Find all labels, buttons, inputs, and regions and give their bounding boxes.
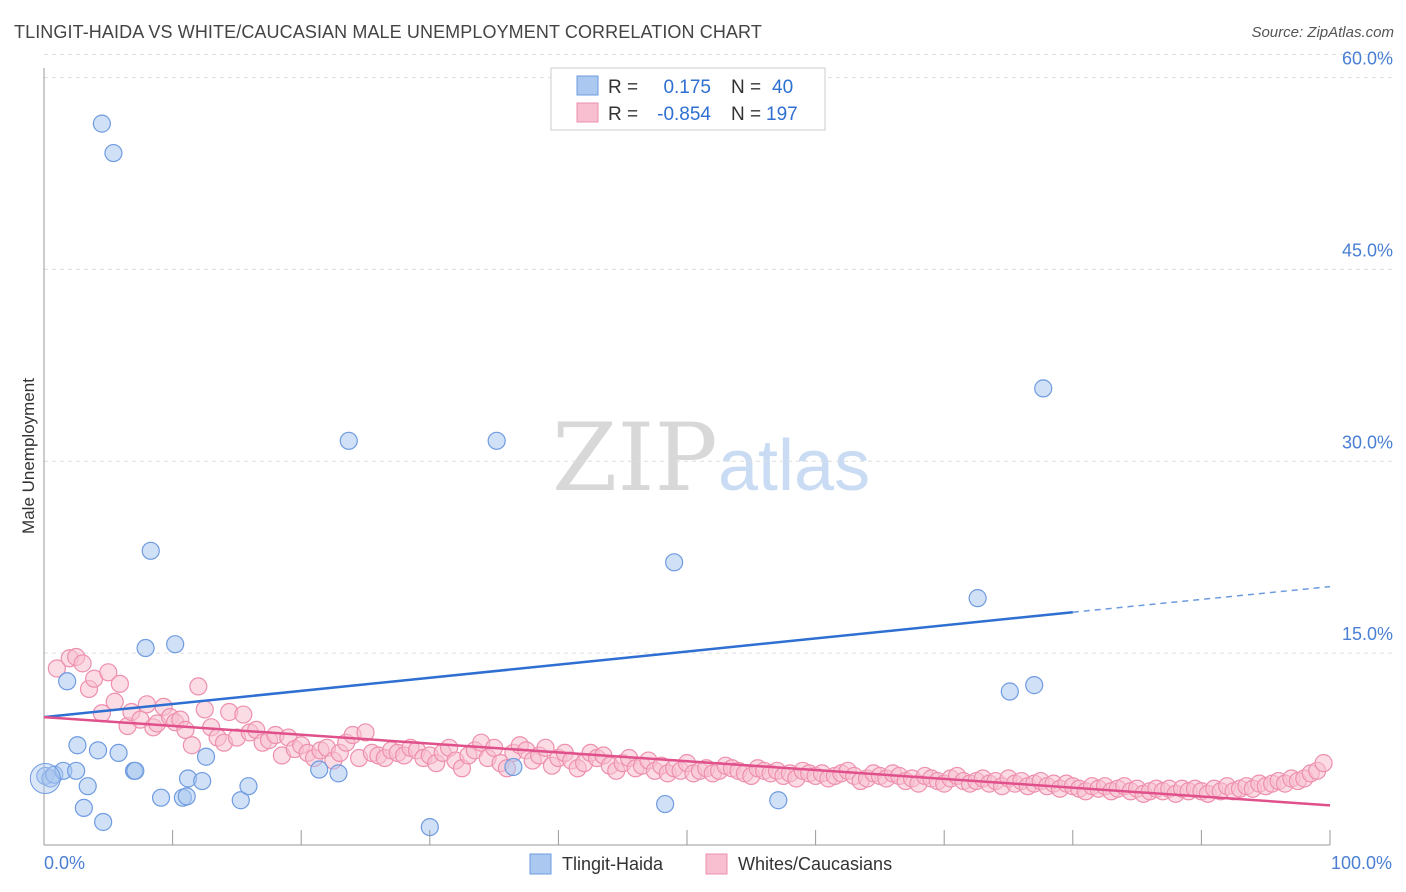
whites-trendline: [43, 715, 1331, 807]
tlingit-haida-point-18: [151, 788, 171, 807]
source-label: Source: ZipAtlas.com: [1251, 24, 1394, 41]
tlingit-haida-trendline-extension: [1072, 585, 1331, 613]
tlingit-haida-point-4: [58, 672, 77, 691]
x-tick-label-1: 100.0%: [1331, 853, 1392, 873]
x-tick-label-0: 0.0%: [44, 853, 85, 873]
legend-label-whites: Whites/Caucasians: [738, 854, 892, 874]
stats-r-label-2: R =: [608, 104, 638, 125]
whites-point-22: [189, 677, 208, 696]
whites-point-13: [137, 695, 156, 714]
y-tick-label-2: 45.0%: [1342, 240, 1393, 260]
whites-point-7: [99, 663, 118, 682]
tlingit-haida-point-17: [141, 541, 160, 560]
tlingit-haida-point-8: [78, 777, 97, 796]
tlingit-haida-point-23: [193, 771, 212, 791]
tlingit-haida-point-27: [310, 760, 329, 779]
tlingit-haida-point-34: [665, 553, 684, 572]
tlingit-haida-point-32: [504, 757, 523, 777]
tlingit-haida-point-16: [136, 638, 155, 658]
tlingit-haida-point-6: [68, 736, 87, 755]
tlingit-haida-point-14: [92, 114, 111, 133]
stats-n-label-2: N =: [731, 104, 761, 125]
tlingit-haida-point-13: [126, 761, 145, 780]
y-tick-label-1: 30.0%: [1342, 432, 1393, 452]
tlingit-haida-point-25: [231, 791, 250, 810]
tlingit-haida-point-38: [1025, 676, 1044, 695]
tlingit-haida-point-37: [1000, 682, 1019, 701]
watermark-zip: ZIP: [552, 404, 718, 513]
whites-point-29: [234, 705, 253, 724]
legend-swatch-tlingit-haida: [529, 853, 552, 875]
whites-point-9: [110, 674, 129, 693]
trend-layer: [43, 585, 1331, 807]
tlingit-haida-point-24: [196, 747, 216, 766]
tlingit-haida-point-39: [1034, 379, 1053, 398]
whites-point-23: [195, 700, 214, 719]
tlingit-haida-cluster-point: [29, 762, 61, 794]
tlingit-haida-point-15: [104, 143, 123, 163]
tlingit-haida-point-35: [769, 791, 788, 810]
stats-n-value-1: 40: [772, 77, 793, 98]
whites-point-3: [73, 654, 92, 673]
stats-n-value-2: 197: [766, 104, 798, 125]
tlingit-haida-point-28: [329, 764, 348, 783]
stats-r-label-1: R =: [608, 77, 638, 98]
stats-n-label-1: N =: [731, 77, 761, 98]
tlingit-haida-point-11: [109, 743, 128, 763]
y-tick-label-0: 15.0%: [1342, 624, 1393, 644]
stats-box: R = 0.175 N = 40 R = -0.854 N = 197: [550, 67, 826, 131]
chart-title: TLINGIT-HAIDA VS WHITE/CAUCASIAN MALE UN…: [14, 22, 762, 42]
stats-swatch-blue: [576, 75, 599, 96]
stats-swatch-pink: [576, 102, 599, 123]
whites-point-0: [47, 659, 66, 678]
tlingit-haida-point-36: [968, 589, 987, 608]
tlingit-haida-point-33: [656, 794, 675, 814]
tlingit-haida-point-19: [166, 635, 185, 654]
tlingit-haida-point-26: [239, 777, 258, 796]
tlingit-haida-point-21: [177, 787, 196, 806]
tlingit-haida-trendline: [43, 610, 1073, 719]
watermark-atlas: atlas: [718, 426, 870, 506]
tlingit-haida-point-31: [487, 431, 506, 450]
stats-r-value-2: -0.854: [657, 104, 711, 125]
grid-layer: [44, 54, 1392, 654]
tlingit-haida-point-9: [88, 741, 108, 760]
tick-layer: 15.0% 30.0% 45.0% 60.0% 0.0% 100.0%: [44, 49, 1393, 873]
y-axis-title: Male Unemployment: [19, 378, 38, 534]
whites-point-48: [356, 723, 375, 742]
tlingit-haida-point-5: [67, 761, 86, 780]
tlingit-haida-point-29: [339, 431, 358, 450]
tlingit-haida-point-7: [74, 798, 93, 818]
whites-point-20: [176, 720, 195, 739]
tlingit-haida-point-10: [94, 812, 113, 832]
y-tick-label-3: 60.0%: [1342, 49, 1393, 69]
stats-r-value-1: 0.175: [663, 77, 711, 98]
whites-point-197: [1314, 754, 1333, 773]
legend: Tlingit-Haida Whites/Caucasians: [529, 853, 892, 875]
whites-point-21: [182, 736, 201, 755]
whites-point-8: [105, 692, 124, 711]
legend-label-tlingit-haida: Tlingit-Haida: [562, 854, 664, 874]
legend-swatch-whites: [705, 853, 728, 875]
